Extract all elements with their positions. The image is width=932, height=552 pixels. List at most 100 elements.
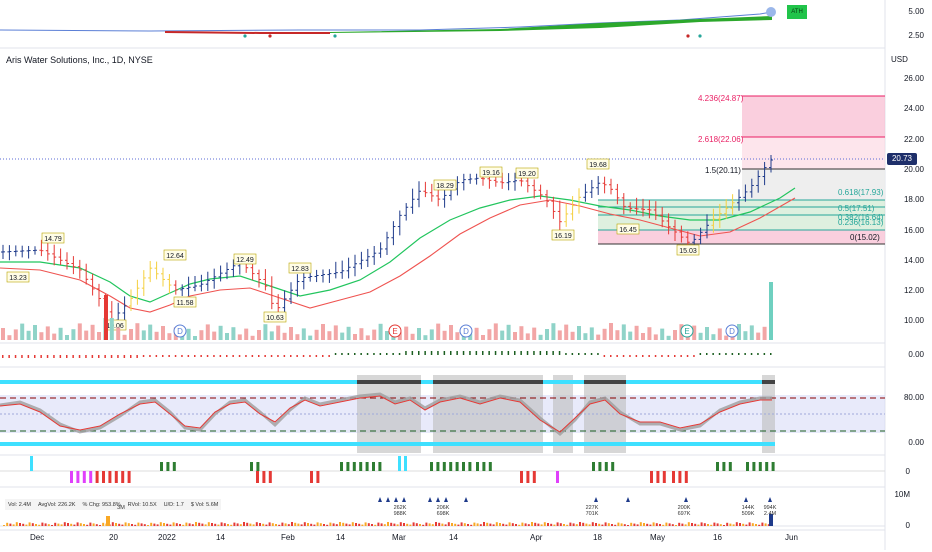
rvol-bar <box>550 523 553 526</box>
osc-dot <box>123 355 126 358</box>
histo-bar-down <box>310 471 313 483</box>
event-marker[interactable] <box>725 324 739 338</box>
price-marker-box <box>616 223 640 235</box>
osc-dot <box>693 355 695 357</box>
volume-bar <box>410 333 415 340</box>
top-axis-label: 5.00 <box>908 7 924 16</box>
volume-bar <box>628 331 633 340</box>
rvol-bar <box>380 523 383 526</box>
rvol-bar <box>534 522 537 526</box>
volume-label: 262K 988K <box>393 505 407 517</box>
histo-bar-up <box>598 462 602 471</box>
rvol-bar <box>569 522 572 526</box>
rvol-bar <box>623 524 626 526</box>
price-marker-label: 16.45 <box>619 227 637 234</box>
rvol-bar <box>387 522 389 526</box>
rvol-bar <box>38 524 41 526</box>
rvol-bar <box>67 523 69 526</box>
volume-bar <box>1 328 5 340</box>
osc-dot <box>168 355 170 357</box>
volume-bar <box>116 327 121 340</box>
osc-dot <box>283 355 286 357</box>
price-marker-label: 10.06 <box>106 323 124 330</box>
rvol-bar <box>684 524 687 526</box>
osc-dot <box>642 355 644 357</box>
rvol-bar <box>691 523 693 526</box>
rvol-bar <box>751 523 754 526</box>
rvol-bar <box>591 522 594 526</box>
event-marker[interactable] <box>680 324 694 338</box>
osc-dot <box>366 353 369 355</box>
rvol-bar <box>422 524 425 526</box>
volume-bar <box>615 330 620 340</box>
event-marker[interactable] <box>173 324 187 338</box>
rvol-bar <box>547 523 549 526</box>
rvol-bar <box>329 522 332 526</box>
rvol-bar <box>479 524 482 526</box>
event-marker[interactable] <box>388 324 402 338</box>
histo-bar-up <box>359 462 363 471</box>
histo-bar-up <box>746 462 749 471</box>
time-axis-label: Apr <box>530 533 543 542</box>
rvol-bar <box>492 524 495 526</box>
price-axis-label: 18.00 <box>903 195 924 205</box>
rvol-bar <box>659 524 661 526</box>
rvol-bar <box>6 522 9 526</box>
volume-bar <box>26 330 31 340</box>
osc-dot <box>450 351 452 355</box>
rvol-bar <box>217 524 220 526</box>
time-axis-label: Feb <box>281 533 295 542</box>
volume-bar <box>282 332 287 340</box>
volume-bar <box>141 330 146 340</box>
rvol-bar <box>118 523 121 526</box>
time-axis-label: 14 <box>336 533 345 542</box>
volume-bar <box>180 334 185 340</box>
rvol-bar <box>633 523 636 526</box>
rvol-bar <box>694 523 697 526</box>
osc-dot <box>405 351 407 355</box>
volume-bar <box>506 324 511 340</box>
rvol-bar <box>739 523 741 526</box>
rvol-bar <box>742 523 745 526</box>
volume-bar <box>621 324 626 340</box>
osc-dot <box>430 351 433 355</box>
osc-dot <box>443 351 446 355</box>
volume-bar <box>737 324 741 340</box>
rvol-bar <box>515 524 517 526</box>
osc-dot <box>654 355 657 357</box>
osc-dot <box>699 353 702 355</box>
volume-bar <box>359 328 364 340</box>
price-bars <box>1 155 773 328</box>
rvol-bar <box>393 523 396 526</box>
rvol-bar <box>259 523 261 526</box>
volume-bar <box>423 335 428 340</box>
osc-dot <box>258 355 260 357</box>
osc-dot <box>341 353 343 355</box>
osc-dot <box>149 355 151 357</box>
histo-bar-up <box>378 462 382 471</box>
volume-triangle <box>744 497 748 502</box>
osc-dot <box>597 353 599 355</box>
rvol-bar <box>195 522 197 526</box>
rvol-bar <box>182 524 185 526</box>
rvol-bar <box>345 523 348 526</box>
price-marker-box <box>288 262 312 274</box>
rvol-bar <box>415 523 418 526</box>
event-marker[interactable] <box>459 324 473 338</box>
rvol-bar <box>179 524 181 526</box>
histo-bar-up <box>372 462 375 471</box>
volume-bar <box>513 332 517 340</box>
fib-zones <box>0 95 885 245</box>
rvol-bar <box>143 524 146 526</box>
volume-bar <box>634 325 639 340</box>
volume-bar <box>327 331 332 340</box>
histo-bar-up <box>166 462 170 471</box>
volume-bar <box>641 333 645 340</box>
volume-bar <box>468 333 473 340</box>
stats-bar: Vol: 2.4M AvgVol: 226.2K % Chg: 953.8% R… <box>5 499 222 510</box>
currency-label: USD <box>891 55 908 64</box>
osc-dot <box>501 351 503 355</box>
rvol-bar <box>636 524 639 526</box>
